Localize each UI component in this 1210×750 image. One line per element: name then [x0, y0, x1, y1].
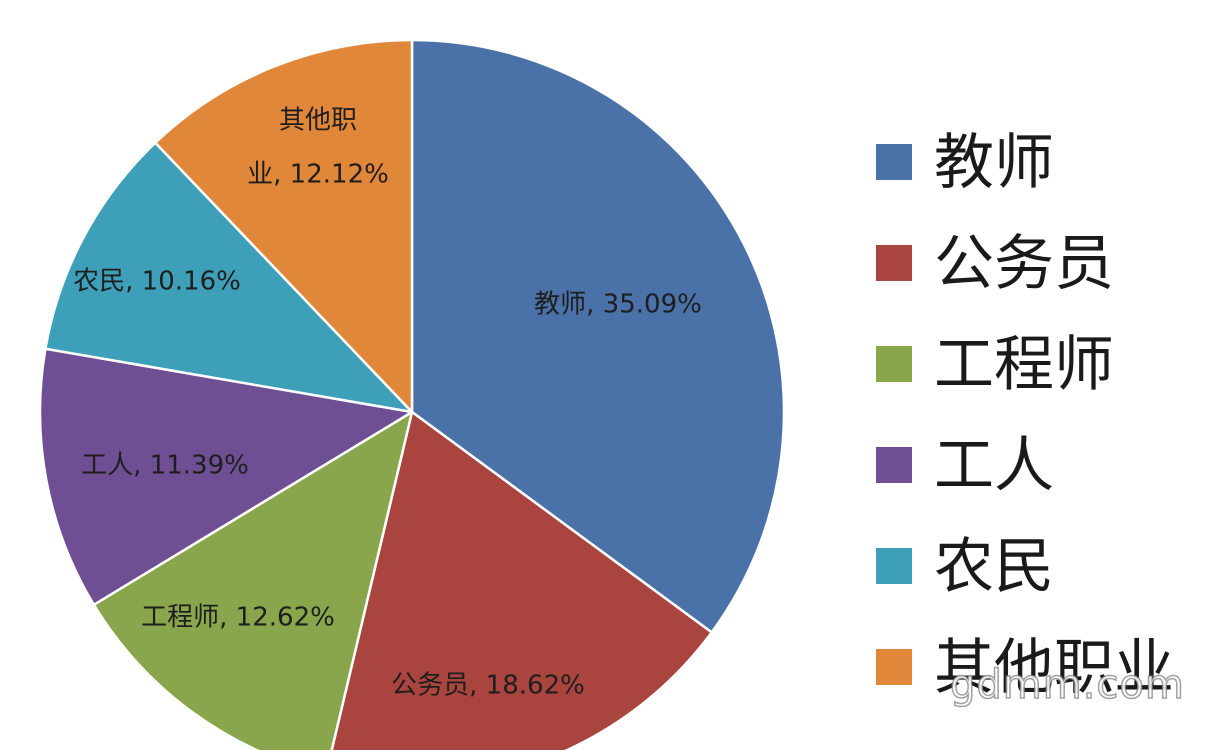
pie-slice [44, 141, 414, 414]
legend-label: 工程师 [934, 330, 1114, 400]
legend-label: 教师 [934, 128, 1054, 198]
slice-data-label: 业, 12.12% [247, 160, 389, 190]
pie-slice [92, 410, 414, 750]
legend-swatch [876, 245, 912, 281]
legend-label: 其他职业 [934, 633, 1174, 703]
legend-label: 农民 [934, 532, 1054, 602]
slice-data-label: 教师, 35.09% [534, 290, 702, 320]
slice-data-label: 工程师, 12.62% [141, 603, 335, 633]
legend-swatch [876, 346, 912, 382]
legend-label: 公务员 [934, 229, 1114, 299]
slice-data-label: 公务员, 18.62% [391, 671, 585, 701]
slice-data-label: 其他职 [279, 106, 357, 136]
slice-data-label: 农民, 10.16% [73, 267, 241, 297]
pie-slices [38, 38, 786, 750]
pie-data-labels: 教师, 35.09% 公务员, 18.62% 工程师, 12.62% 工人, 11.3… [73, 106, 702, 701]
legend-swatch [876, 649, 912, 685]
legend-swatch [876, 144, 912, 180]
pie-slice [330, 410, 713, 750]
pie-slice [154, 38, 414, 414]
pie-slice [410, 38, 786, 634]
pie-slice [38, 347, 414, 607]
watermark: gdmm.com [949, 661, 1185, 709]
legend-swatch [876, 548, 912, 584]
slice-data-label: 工人, 11.39% [81, 451, 249, 481]
legend-label: 工人 [934, 431, 1054, 501]
legend-swatch [876, 447, 912, 483]
